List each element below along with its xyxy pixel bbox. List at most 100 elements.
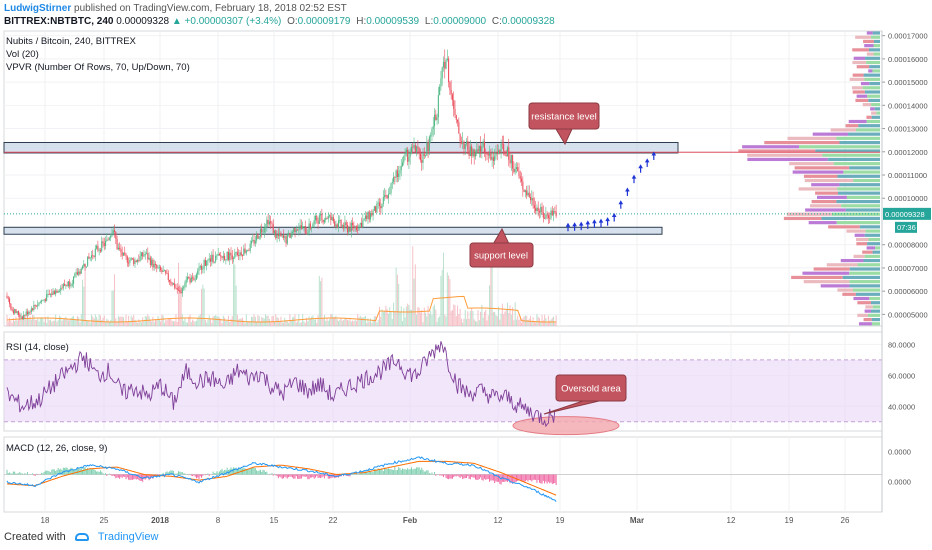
vpvr-bar-down: [815, 191, 838, 195]
volume-bar: [117, 315, 119, 326]
volume-bar: [442, 252, 444, 326]
volume-bar: [28, 317, 30, 326]
volume-bar: [400, 306, 402, 326]
candle-body: [273, 230, 276, 234]
macd-histogram-bar: [549, 474, 551, 484]
candle-body: [474, 153, 477, 157]
macd-histogram-bar: [527, 474, 529, 482]
volume-bar: [547, 315, 549, 326]
volume-bar: [508, 313, 510, 326]
vpvr-bar-down: [866, 31, 873, 35]
volume-bar: [233, 260, 235, 326]
volume-bar: [35, 319, 37, 326]
candle-body: [302, 226, 304, 229]
macd-histogram-bar: [57, 467, 59, 475]
volume-bar: [418, 307, 420, 326]
macd-histogram-bar: [147, 474, 149, 478]
vpvr-bar-down: [863, 39, 874, 44]
candle-body: [85, 266, 87, 268]
candle-body: [344, 222, 346, 229]
candle-body: [506, 147, 509, 157]
candle-body: [555, 211, 557, 217]
author-link[interactable]: LudwigStirner: [4, 3, 72, 14]
volume-bar: [414, 264, 416, 326]
macd-histogram-bar: [303, 474, 305, 477]
volume-bar: [193, 320, 195, 326]
volume-bar: [192, 319, 194, 326]
candle-body: [44, 299, 46, 301]
candle-body: [298, 229, 300, 231]
candle-body: [510, 154, 512, 164]
macd-histogram-bar: [212, 471, 214, 475]
candle-body: [240, 252, 242, 256]
macd-histogram-bar: [105, 473, 107, 475]
vpvr-bar-up: [856, 128, 880, 132]
volume-bar: [227, 315, 229, 326]
vpvr-bar-up: [869, 81, 880, 86]
vpvr-bar-down: [857, 313, 869, 317]
candle-body: [157, 267, 159, 269]
candle-body: [462, 141, 464, 144]
candle-body: [501, 143, 503, 145]
candle-body: [259, 229, 261, 237]
volume-bar: [343, 320, 345, 326]
volume-bar: [235, 285, 237, 326]
macd-histogram-bar: [116, 474, 118, 478]
candle-body: [376, 203, 378, 213]
time-badge-text: 07:36: [897, 223, 916, 232]
macd-histogram-bar: [299, 474, 301, 479]
vpvr-bar-down: [855, 98, 869, 103]
candle-body: [385, 195, 387, 196]
volume-bar: [230, 318, 232, 326]
footer: Created with TradingView: [4, 531, 158, 543]
volume-bar: [70, 318, 72, 326]
volume-bar: [458, 314, 460, 326]
volume-bar: [12, 318, 14, 326]
volume-bar: [34, 319, 36, 326]
macd-histogram-bar: [398, 467, 400, 475]
volume-bar: [303, 321, 305, 326]
candle-body: [490, 153, 492, 160]
volume-bar: [426, 316, 428, 326]
volume-bar: [10, 320, 12, 326]
vpvr-bar-down: [864, 309, 872, 313]
candle-body: [463, 141, 465, 149]
footer-brand[interactable]: TradingView: [97, 531, 159, 543]
candle-body: [193, 277, 195, 280]
volume-bar: [112, 290, 114, 326]
vpvr-bar-up: [864, 90, 880, 94]
candle-body: [546, 214, 548, 216]
volume-bar: [167, 318, 169, 326]
volume-bar: [128, 315, 130, 326]
vpvr-bar-up: [871, 115, 880, 119]
candle-body: [179, 290, 181, 292]
macd-histogram-bar: [46, 470, 48, 475]
volume-bar: [23, 319, 25, 326]
macd-histogram-bar: [547, 474, 549, 482]
macd-histogram-bar: [510, 474, 512, 483]
vpvr-bar-up: [872, 305, 880, 309]
y-tick-label: 80.0000: [888, 340, 915, 349]
macd-histogram-bar: [124, 474, 126, 478]
volume-bar: [174, 321, 176, 326]
candle-body: [355, 226, 357, 230]
volume-bar: [256, 322, 258, 326]
candle-body: [6, 295, 8, 298]
volume-bar: [482, 317, 484, 326]
chart-canvas[interactable]: 18 25 2018 8 15 22 Feb 12 19 Mar 12 19 26 0.00017000 0…: [0, 28, 932, 528]
macd-histogram-bar: [129, 474, 131, 481]
macd-histogram-bar: [394, 466, 396, 475]
macd-histogram-bar: [178, 471, 180, 475]
volume-bar: [340, 318, 342, 326]
volume-bar: [105, 322, 107, 326]
macd-histogram-bar: [469, 474, 471, 480]
macd-histogram-bar: [380, 468, 382, 475]
macd-histogram-bar: [425, 471, 427, 475]
volume-bar: [16, 320, 18, 326]
macd-histogram-bar: [473, 474, 475, 478]
macd-histogram-bar: [444, 474, 446, 476]
candle-body: [318, 215, 320, 224]
volume-bar: [462, 322, 464, 326]
volume-bar: [166, 320, 168, 326]
macd-histogram-bar: [43, 471, 45, 475]
